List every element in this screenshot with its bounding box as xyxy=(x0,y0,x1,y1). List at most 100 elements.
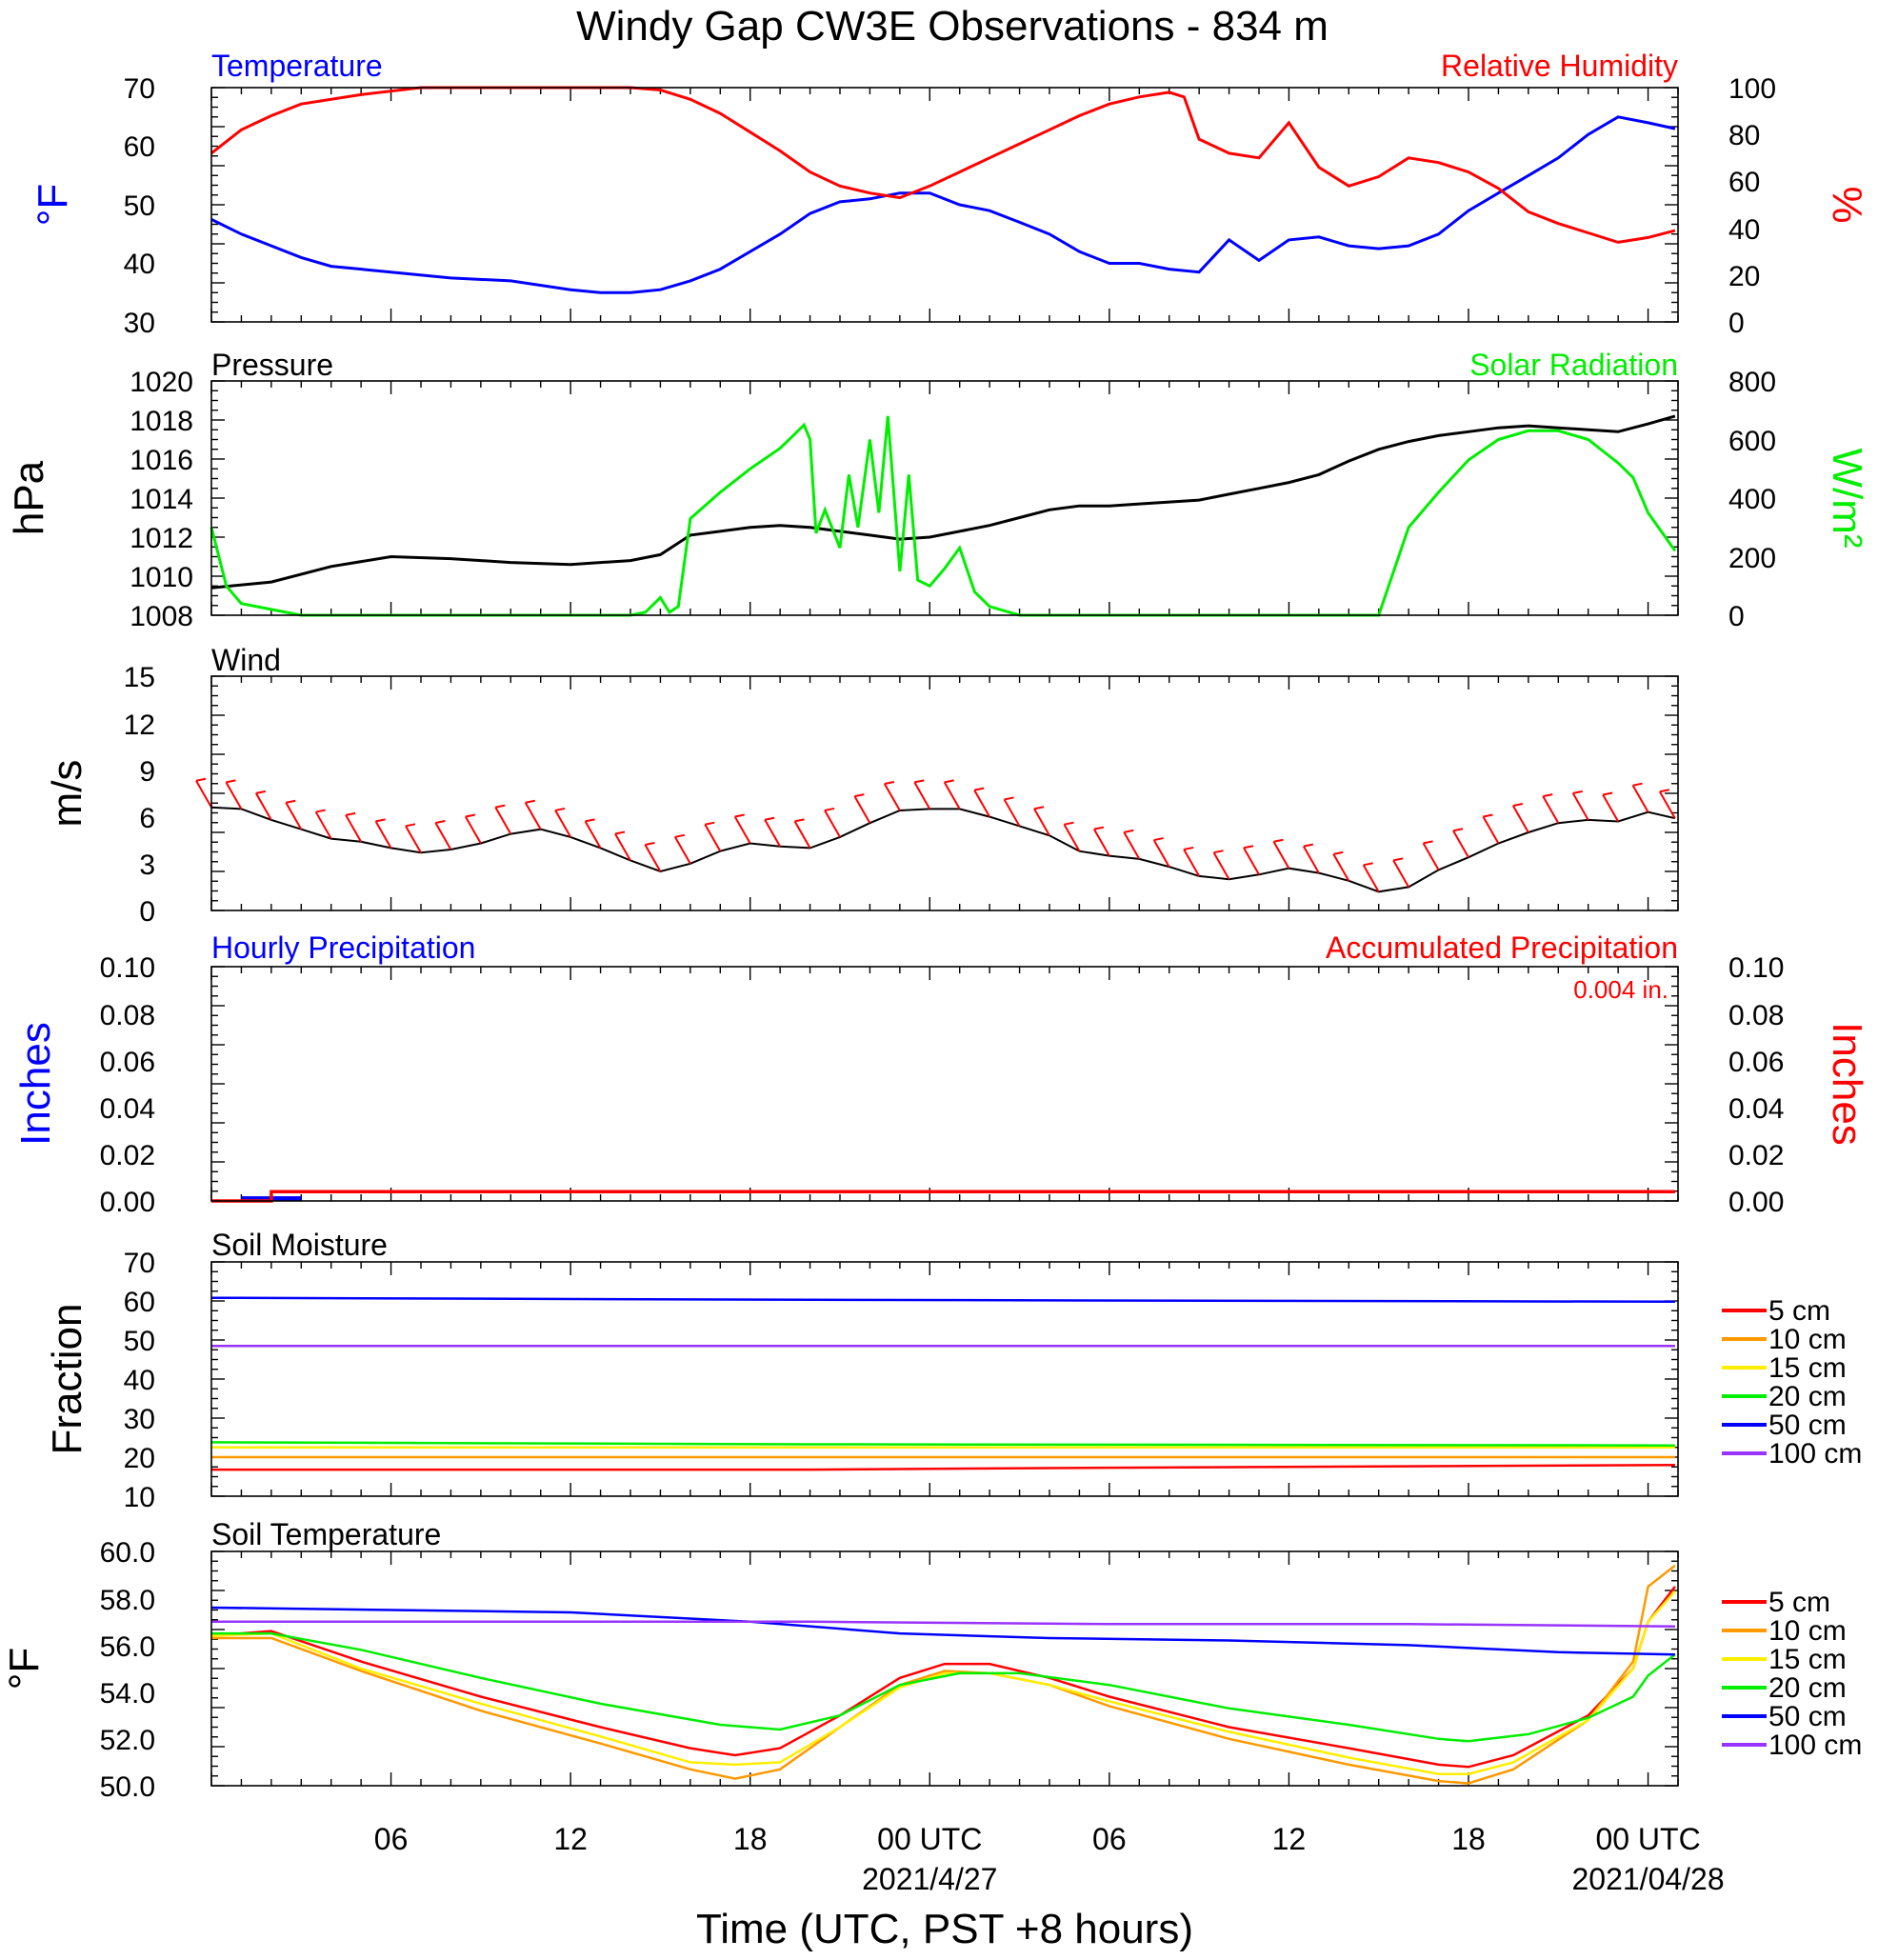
accum-precip-tick-label: 0.08 xyxy=(1728,1000,1784,1031)
soil-temp-tick-label: 58.0 xyxy=(100,1585,155,1616)
series-line-100cm xyxy=(211,1620,1675,1628)
pressure-ylabel: hPa xyxy=(6,460,52,535)
wind-barb xyxy=(1033,808,1050,836)
wind-barb-flag xyxy=(1064,821,1074,826)
series-line-20cm xyxy=(211,1631,1676,1743)
wind-barb-flag xyxy=(465,813,476,818)
wind-barb xyxy=(524,802,542,830)
humidity-yticks: 0 20 40 60 80 100 xyxy=(1728,73,1776,339)
wind-barb xyxy=(764,819,782,848)
panel-temperature-humidity: Temperature Relative Humidity °F % 30 40… xyxy=(30,49,1870,339)
hourly-precip-bar xyxy=(270,1196,302,1201)
wind-barb-flag xyxy=(226,779,236,784)
wind-barb xyxy=(554,810,572,838)
accum-precip-ylabel: Inches xyxy=(1824,1022,1870,1146)
time-axis: 06 12 18 00 UTC 2021/4/27 06 12 18 00 UTC 2021/04… xyxy=(374,1822,1725,1896)
wind-barb-flag xyxy=(973,787,985,791)
humidity-tick-label: 60 xyxy=(1728,167,1760,198)
pressure-tick-label: 1020 xyxy=(130,367,193,398)
legend-label: 100 cm xyxy=(1768,1730,1862,1761)
wind-barb xyxy=(1452,830,1469,858)
soil-temp-ylabel: °F xyxy=(1,1648,48,1690)
wind-barb-flag xyxy=(1659,789,1670,793)
accum-precip-tick-label: 0.10 xyxy=(1728,952,1784,984)
wind-barb-flag xyxy=(286,799,296,804)
wind-barb-flag xyxy=(255,790,267,794)
legend-label: 100 cm xyxy=(1768,1438,1862,1470)
temperature-tick-label: 50 xyxy=(124,190,155,222)
wind-barb-flag xyxy=(495,804,506,809)
panel-frame xyxy=(210,966,1679,1202)
xaxis-tick-label: 18 xyxy=(1451,1822,1486,1856)
panel-frame xyxy=(210,675,1679,911)
solar-yticks: 0 200 400 600 800 xyxy=(1728,367,1776,632)
panel-soil-moisture: Soil Moisture Fraction 10 20 30 40 50 60… xyxy=(44,1228,1862,1513)
wind-barb-flag xyxy=(195,777,207,782)
wind-barb-flag xyxy=(614,830,626,835)
wind-barb-flag xyxy=(405,823,416,828)
series-line-50cm xyxy=(210,1606,1675,1656)
wind-barb-flag xyxy=(1033,806,1045,810)
wind-barb-flag xyxy=(1243,845,1254,850)
panel-precipitation: Hourly Precipitation Accumulated Precipi… xyxy=(12,930,1870,1218)
wind-tick-label: 12 xyxy=(124,710,155,741)
wind-barb-flag xyxy=(1213,850,1224,854)
wind-barb xyxy=(374,820,392,849)
wind-tick-label: 6 xyxy=(139,803,155,834)
xaxis-tick-label: 18 xyxy=(733,1822,768,1856)
panel-pressure-solar: Pressure Solar Radiation hPa W/m² 1008 1… xyxy=(6,348,1870,632)
panel-frame xyxy=(210,87,1679,323)
soil-moisture-title: Soil Moisture xyxy=(211,1228,388,1262)
solar-tick-label: 200 xyxy=(1728,543,1776,574)
legend-label: 10 cm xyxy=(1768,1324,1847,1355)
wind-barb xyxy=(1362,864,1380,892)
panel-frame xyxy=(210,380,1679,616)
soil-moisture-tick-label: 40 xyxy=(124,1365,155,1396)
pressure-title: Pressure xyxy=(211,348,333,382)
pressure-tick-label: 1008 xyxy=(130,601,193,632)
wind-barb xyxy=(434,822,452,850)
humidity-ylabel: % xyxy=(1824,186,1870,223)
legend-label: 50 cm xyxy=(1768,1701,1847,1732)
temperature-yticks: 30 40 50 60 70 xyxy=(124,73,155,339)
accum-precip-tick-label: 0.00 xyxy=(1728,1187,1784,1218)
legend-label: 5 cm xyxy=(1768,1587,1830,1618)
hourly-precip-bar xyxy=(241,1196,271,1201)
wind-barb-flag xyxy=(1004,796,1014,801)
wind-barb xyxy=(973,790,991,818)
hourly-precip-tick-label: 0.08 xyxy=(100,1000,155,1031)
legend-label: 5 cm xyxy=(1768,1295,1830,1327)
wind-barb xyxy=(1332,853,1350,882)
xaxis-tick-label: 12 xyxy=(553,1822,588,1856)
wind-barb xyxy=(405,825,422,853)
wind-barb-flag xyxy=(1572,790,1583,794)
wind-barb xyxy=(1631,785,1649,813)
wind-yticks: 0 3 6 9 12 15 xyxy=(124,662,155,928)
wind-tick-label: 15 xyxy=(124,662,155,693)
wind-barb xyxy=(285,802,303,830)
wind-barb-flag xyxy=(1124,829,1134,833)
series-line-5cm xyxy=(211,1463,1675,1471)
wind-barb-flag xyxy=(375,818,386,823)
soil-temp-title: Soil Temperature xyxy=(211,1517,441,1551)
wind-barb xyxy=(1511,805,1529,833)
soil-moisture-tick-label: 50 xyxy=(124,1326,155,1357)
wind-barb-flag xyxy=(884,781,895,786)
hourly-precip-tick-label: 0.06 xyxy=(100,1047,155,1078)
hourly-precip-tick-label: 0.10 xyxy=(100,952,155,984)
legend-label: 20 cm xyxy=(1768,1381,1847,1412)
wind-barb xyxy=(1212,851,1230,880)
wind-barb xyxy=(1602,794,1620,823)
wind-barb-flag xyxy=(1183,846,1194,850)
wind-barb xyxy=(1482,815,1500,844)
solar-title: Solar Radiation xyxy=(1469,348,1678,382)
accum-precip-annotation: 0.004 in. xyxy=(1573,975,1668,1004)
xaxis-tick-label: 12 xyxy=(1272,1822,1307,1856)
humidity-tick-label: 100 xyxy=(1728,73,1776,105)
wind-barb-flag xyxy=(1333,850,1344,855)
wind-barb xyxy=(1243,847,1260,875)
soil-moisture-tick-label: 10 xyxy=(124,1482,155,1513)
wind-barb-flag xyxy=(1363,862,1373,867)
wind-barb xyxy=(943,781,961,810)
